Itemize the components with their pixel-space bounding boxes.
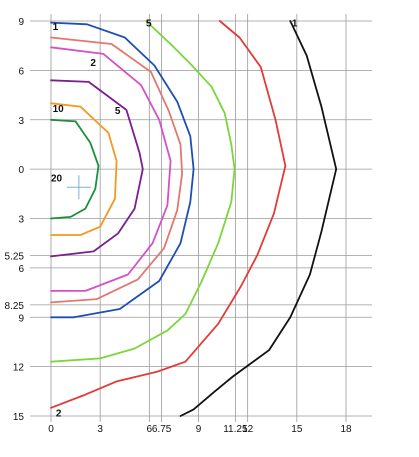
x-tick-label-4: 9 <box>196 424 202 435</box>
contour-line-5 <box>50 21 195 319</box>
contour-line-7 <box>50 20 287 409</box>
x-tick-label-1: 3 <box>97 424 103 435</box>
x-tick-label-3: 6.75 <box>152 424 172 435</box>
contour-label-3: 1 <box>292 19 298 30</box>
contour-line-4 <box>50 36 184 304</box>
contour-line-6 <box>50 20 236 363</box>
y-tick-label-0: 9 <box>18 17 24 28</box>
y-tick-label-7: 8.25 <box>5 301 25 312</box>
contour-line-0 <box>50 118 100 220</box>
center-marker <box>66 175 91 200</box>
y-tick-label-10: 15 <box>13 412 25 423</box>
y-tick-label-8: 9 <box>18 313 24 324</box>
contour-labels: 1 2 5 1 10 5 20 2 <box>51 19 298 420</box>
y-tick-label-4: 3 <box>18 215 24 226</box>
x-tick-label-2: 6 <box>147 424 153 435</box>
y-tick-label-6: 6 <box>18 264 24 275</box>
contour-label-5: 5 <box>115 106 121 117</box>
x-tick-label-6: 12 <box>242 424 254 435</box>
grid <box>30 14 372 422</box>
contour-label-1: 2 <box>90 58 96 69</box>
y-tick-label-3: 0 <box>18 165 24 176</box>
x-tick-label-7: 15 <box>291 424 303 435</box>
contour-label-2: 5 <box>146 19 152 30</box>
y-tick-label-5: 5.25 <box>5 252 25 263</box>
x-tick-label-5: 11.25 <box>223 424 248 435</box>
contour-line-8 <box>179 20 338 417</box>
y-tick-label-9: 12 <box>13 363 25 374</box>
contour-label-7: 2 <box>56 409 62 420</box>
contour-label-4: 10 <box>53 104 65 115</box>
contour-line-1 <box>50 102 118 236</box>
x-tick-label-0: 0 <box>48 424 54 435</box>
contour-line-3 <box>50 46 172 292</box>
contour-label-0: 1 <box>53 22 59 33</box>
y-tick-label-2: 3 <box>18 116 24 127</box>
contour-label-6: 20 <box>51 173 63 184</box>
x-tick-label-8: 18 <box>340 424 352 435</box>
contour-lines <box>50 20 338 417</box>
contour-line-2 <box>50 79 144 258</box>
y-tick-label-1: 6 <box>18 66 24 77</box>
